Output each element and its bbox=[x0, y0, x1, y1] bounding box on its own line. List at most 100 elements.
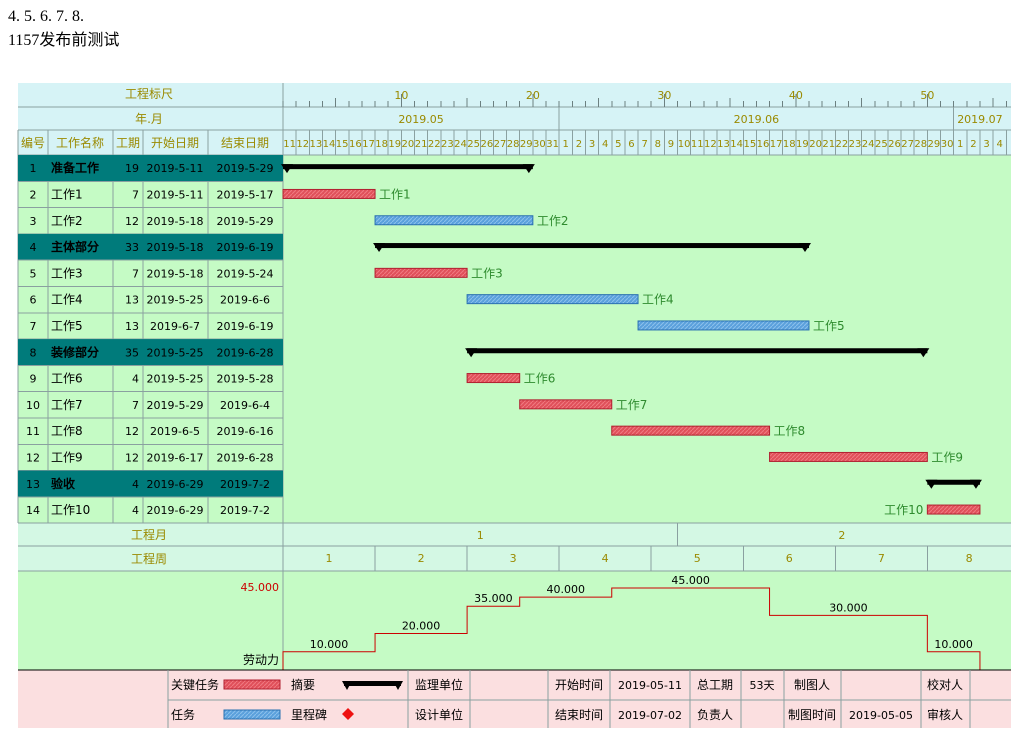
day-label: 24 bbox=[862, 139, 875, 150]
task-duration: 35 bbox=[125, 346, 139, 359]
summary-cap bbox=[969, 479, 982, 489]
draw-date-value: 2019-05-05 bbox=[849, 709, 913, 722]
task-bar bbox=[637, 320, 810, 331]
day-label: 22 bbox=[428, 139, 441, 150]
task-duration: 13 bbox=[125, 320, 139, 333]
task-end: 2019-6-16 bbox=[217, 425, 274, 438]
bar-label: 工作10 bbox=[884, 503, 923, 517]
task-end: 2019-5-17 bbox=[217, 188, 274, 201]
month-label: 2019.06 bbox=[734, 113, 780, 126]
day-label: 17 bbox=[770, 139, 783, 150]
labor-value-label: 40.000 bbox=[546, 583, 585, 596]
task-id: 13 bbox=[26, 478, 40, 491]
critical-task-bar bbox=[519, 399, 613, 410]
supervisor-label: 监理单位 bbox=[415, 677, 463, 692]
task-duration: 13 bbox=[125, 294, 139, 307]
bar-label: 工作2 bbox=[537, 214, 569, 228]
critical-task-bar bbox=[374, 267, 468, 278]
day-label: 14 bbox=[730, 139, 743, 150]
day-label: 1 bbox=[563, 139, 569, 150]
project-month-number: 1 bbox=[477, 529, 484, 542]
day-label: 28 bbox=[507, 139, 520, 150]
task-id: 6 bbox=[30, 294, 37, 307]
task-start: 2019-5-25 bbox=[147, 294, 204, 307]
day-label: 13 bbox=[310, 139, 323, 150]
column-header: 工期 bbox=[116, 136, 140, 150]
day-label: 27 bbox=[494, 139, 507, 150]
task-id: 5 bbox=[30, 267, 37, 280]
task-end: 2019-5-24 bbox=[217, 267, 274, 280]
column-header: 开始日期 bbox=[151, 136, 199, 150]
column-header: 工作名称 bbox=[56, 135, 104, 150]
summary-bar bbox=[467, 348, 928, 354]
task-start: 2019-6-5 bbox=[150, 425, 200, 438]
draw-date-label: 制图时间 bbox=[788, 708, 836, 722]
task-name: 工作3 bbox=[51, 266, 83, 280]
task-id: 8 bbox=[30, 346, 37, 359]
day-label: 26 bbox=[888, 139, 901, 150]
critical-task-bar bbox=[282, 188, 376, 199]
task-start: 2019-6-17 bbox=[147, 451, 204, 464]
legend-summary-label: 摘要 bbox=[291, 677, 315, 692]
project-week-number: 5 bbox=[694, 552, 701, 565]
day-label: 31 bbox=[546, 139, 559, 150]
task-name: 工作9 bbox=[51, 450, 83, 464]
task-duration: 4 bbox=[132, 478, 139, 491]
day-label: 12 bbox=[704, 139, 717, 150]
project-month-label: 工程月 bbox=[131, 527, 167, 542]
task-end: 2019-7-2 bbox=[220, 504, 270, 517]
designer-label: 设计单位 bbox=[415, 707, 463, 722]
page-title: 1157发布前测试 bbox=[8, 32, 120, 49]
ruler-tick-label: 10 bbox=[394, 89, 408, 102]
summary-row-bg bbox=[18, 339, 283, 366]
task-name: 验收 bbox=[51, 476, 75, 491]
task-name: 主体部分 bbox=[51, 239, 99, 254]
task-duration: 12 bbox=[125, 425, 139, 438]
ruler-tick-label: 20 bbox=[526, 89, 540, 102]
legend-critical-swatch bbox=[223, 679, 281, 690]
day-label: 1 bbox=[957, 139, 963, 150]
chart-area-bg bbox=[283, 155, 1011, 524]
project-week-number: 2 bbox=[418, 552, 425, 565]
day-label: 24 bbox=[454, 139, 467, 150]
summary-bar bbox=[375, 243, 809, 249]
task-duration: 19 bbox=[125, 162, 139, 175]
bar-label: 工作5 bbox=[813, 319, 845, 333]
day-label: 17 bbox=[362, 139, 375, 150]
labor-value-label: 30.000 bbox=[829, 601, 868, 614]
legend-milestone-label: 里程碑 bbox=[291, 707, 327, 722]
day-label: 14 bbox=[323, 139, 336, 150]
start-time-label: 开始时间 bbox=[555, 678, 603, 692]
task-end: 2019-7-2 bbox=[220, 478, 270, 491]
end-time-value: 2019-07-02 bbox=[618, 709, 682, 722]
labor-value-label: 35.000 bbox=[474, 592, 513, 605]
day-label: 12 bbox=[296, 139, 309, 150]
day-label: 30 bbox=[941, 139, 954, 150]
task-end: 2019-6-4 bbox=[220, 399, 270, 412]
project-week-number: 4 bbox=[602, 552, 609, 565]
task-id: 9 bbox=[30, 373, 37, 386]
day-label: 25 bbox=[875, 139, 888, 150]
day-label: 29 bbox=[928, 139, 941, 150]
day-label: 20 bbox=[809, 139, 822, 150]
drafter-label: 制图人 bbox=[794, 678, 830, 692]
task-start: 2019-5-29 bbox=[147, 399, 204, 412]
task-start: 2019-6-29 bbox=[147, 478, 204, 491]
labor-bg bbox=[18, 571, 1011, 670]
project-week-number: 7 bbox=[878, 552, 885, 565]
legend-critical-label: 关键任务 bbox=[171, 677, 219, 692]
labor-axis-max: 45.000 bbox=[241, 581, 280, 594]
day-label: 2 bbox=[970, 139, 976, 150]
day-label: 4 bbox=[602, 139, 608, 150]
day-label: 9 bbox=[668, 139, 674, 150]
day-label: 11 bbox=[283, 139, 296, 150]
labor-value-label: 10.000 bbox=[934, 638, 973, 651]
project-week-number: 3 bbox=[510, 552, 517, 565]
bar-label: 工作1 bbox=[379, 187, 411, 201]
day-label: 29 bbox=[520, 139, 533, 150]
critical-task-bar bbox=[769, 451, 928, 462]
task-duration: 7 bbox=[132, 267, 139, 280]
labor-value-label: 10.000 bbox=[310, 638, 349, 651]
task-name: 工作8 bbox=[51, 424, 83, 438]
day-label: 16 bbox=[757, 139, 770, 150]
